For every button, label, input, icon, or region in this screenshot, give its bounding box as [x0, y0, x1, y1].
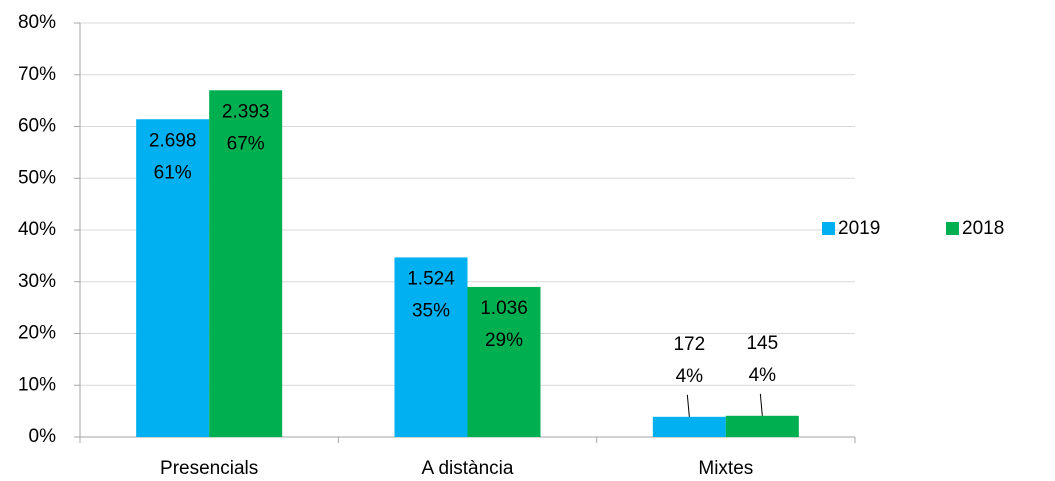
leader-line — [686, 394, 690, 417]
data-label: 145 — [746, 333, 778, 354]
legend-swatch — [822, 222, 835, 235]
bar — [652, 416, 726, 437]
leader-line — [759, 393, 763, 416]
y-tick-label: 40% — [18, 219, 56, 240]
data-label: 4% — [676, 366, 704, 387]
data-label: 4% — [749, 365, 777, 386]
y-tick-label: 20% — [18, 323, 56, 344]
data-label: 1.036 — [480, 298, 528, 319]
bar — [467, 286, 541, 437]
y-tick-label: 50% — [18, 167, 56, 188]
data-label: 35% — [412, 300, 450, 321]
bar — [136, 119, 210, 437]
x-tick-label: Presencials — [160, 458, 258, 479]
legend-label: 2018 — [962, 218, 1004, 239]
legend-label: 2019 — [838, 218, 880, 239]
data-label: 2.698 — [149, 130, 197, 151]
bar — [209, 90, 283, 438]
y-tick-label: 80% — [18, 12, 56, 33]
y-tick-label: 70% — [18, 64, 56, 85]
legend-swatch — [946, 222, 959, 235]
data-label: 2.393 — [222, 101, 270, 122]
data-label: 29% — [485, 330, 523, 351]
y-tick-label: 60% — [18, 116, 56, 137]
data-label: 172 — [673, 334, 705, 355]
y-tick-label: 0% — [29, 426, 57, 447]
x-tick-label: A distància — [422, 458, 514, 479]
x-tick-label: Mixtes — [698, 458, 753, 479]
bar — [725, 415, 799, 437]
data-label: 1.524 — [407, 268, 455, 289]
data-label: 61% — [154, 162, 192, 183]
bar — [394, 257, 468, 437]
y-tick-label: 10% — [18, 374, 56, 395]
data-label: 67% — [227, 133, 265, 154]
y-tick-label: 30% — [18, 271, 56, 292]
